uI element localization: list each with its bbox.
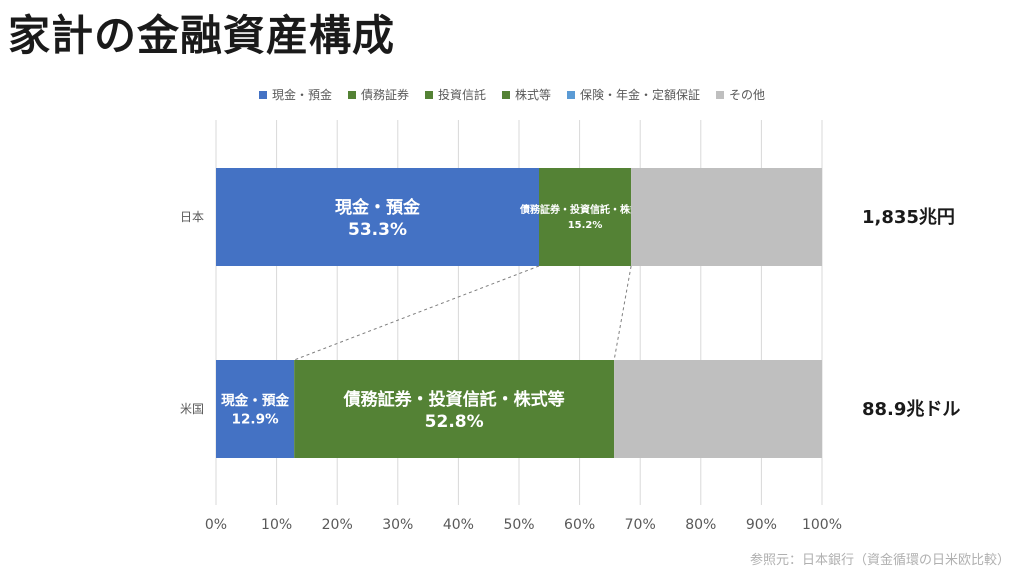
x-tick-label: 0% — [205, 517, 227, 533]
x-tick-label: 100% — [802, 517, 842, 533]
legend-swatch — [502, 91, 510, 99]
x-tick-label: 60% — [564, 517, 595, 533]
legend-swatch — [425, 91, 433, 99]
bar-segment — [614, 360, 822, 458]
data-label-name: 債務証券・投資信託・株式等 — [343, 389, 565, 410]
data-label-value: 53.3% — [348, 220, 407, 240]
legend-label: 保険・年金・定額保証 — [580, 87, 700, 102]
x-tick-label: 10% — [261, 517, 292, 533]
legend-label: 株式等 — [515, 87, 551, 102]
x-tick-label: 80% — [685, 517, 716, 533]
category-label: 日本 — [180, 210, 204, 224]
bar-segment — [631, 168, 822, 266]
legend-label: その他 — [729, 88, 765, 102]
total-label: 1,835兆円 — [862, 207, 955, 228]
connector-line — [613, 265, 632, 361]
data-label-value: 12.9% — [232, 412, 280, 428]
bar-segment — [216, 360, 295, 458]
x-tick-label: 40% — [443, 517, 474, 533]
legend-swatch — [716, 91, 724, 99]
x-tick-label: 20% — [322, 517, 353, 533]
category-label: 米国 — [180, 402, 204, 416]
data-label-name: 債務証券・投資信託・株式等 — [519, 203, 650, 216]
data-label-value: 52.8% — [425, 412, 484, 432]
data-label-name: 現金・預金 — [335, 197, 421, 218]
legend-label: 投資信託 — [438, 87, 486, 102]
total-label: 88.9兆ドル — [862, 399, 960, 420]
legend-label: 現金・預金 — [272, 87, 332, 102]
x-tick-label: 90% — [746, 517, 777, 533]
legend-swatch — [348, 91, 356, 99]
bar-segment — [216, 168, 539, 266]
bar-segment — [294, 360, 615, 458]
page-title: 家計の金融資産構成 — [8, 11, 396, 60]
data-label-name: 現金・預金 — [221, 392, 289, 409]
connector-line — [293, 265, 540, 361]
legend-swatch — [259, 91, 267, 99]
legend-swatch — [567, 91, 575, 99]
x-tick-label: 50% — [503, 517, 534, 533]
x-tick-label: 70% — [625, 517, 656, 533]
x-tick-label: 30% — [382, 517, 413, 533]
data-label-value: 15.2% — [568, 220, 603, 231]
legend-label: 債務証券 — [361, 87, 409, 102]
bar-segment — [538, 168, 632, 266]
source-note: 参照元：日本銀行（資金循環の日米欧比較） — [749, 553, 1010, 568]
